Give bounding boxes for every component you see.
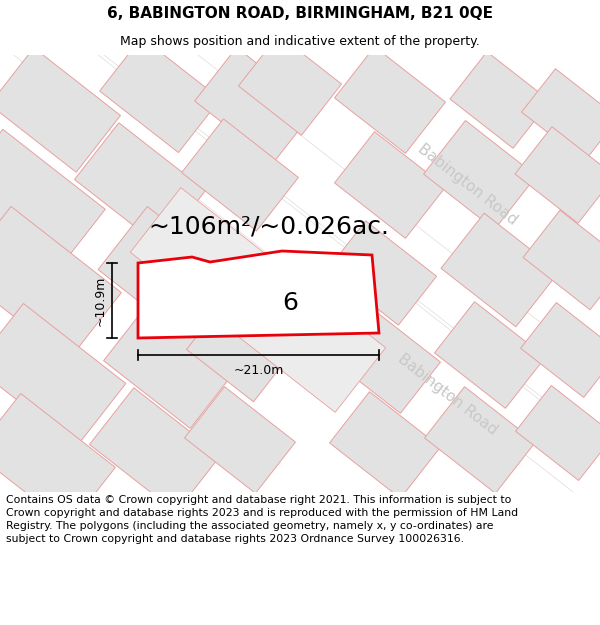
Text: Map shows position and indicative extent of the property.: Map shows position and indicative extent… [120,35,480,48]
Polygon shape [515,386,600,481]
Polygon shape [523,210,600,310]
Polygon shape [521,302,600,398]
Text: 6: 6 [282,291,298,315]
Polygon shape [329,307,440,413]
Polygon shape [328,221,437,325]
Polygon shape [515,127,600,223]
Text: Babington Road: Babington Road [395,352,500,438]
Polygon shape [521,69,600,161]
Polygon shape [0,206,121,359]
Polygon shape [98,206,242,344]
Polygon shape [424,121,536,229]
Polygon shape [450,52,550,148]
Polygon shape [441,213,559,327]
Text: ~106m²/~0.026ac.: ~106m²/~0.026ac. [148,215,389,239]
Polygon shape [0,48,121,172]
Polygon shape [0,129,105,271]
Text: Babington Road: Babington Road [415,142,521,228]
Text: ~21.0m: ~21.0m [233,364,284,378]
Polygon shape [194,48,316,162]
Polygon shape [130,188,386,412]
Polygon shape [97,4,600,542]
Polygon shape [74,122,206,248]
Polygon shape [335,47,445,153]
Polygon shape [4,6,600,540]
Polygon shape [329,392,440,498]
Polygon shape [182,119,298,231]
Polygon shape [0,394,115,526]
Polygon shape [425,387,535,493]
Polygon shape [104,302,236,428]
Polygon shape [335,132,445,238]
Polygon shape [187,298,293,402]
Polygon shape [185,387,295,493]
Text: 6, BABINGTON ROAD, BIRMINGHAM, B21 0QE: 6, BABINGTON ROAD, BIRMINGHAM, B21 0QE [107,6,493,21]
Text: Contains OS data © Crown copyright and database right 2021. This information is : Contains OS data © Crown copyright and d… [6,494,518,544]
Polygon shape [434,302,545,408]
Polygon shape [238,35,341,135]
Polygon shape [138,251,379,338]
Polygon shape [100,38,220,152]
Polygon shape [89,388,221,512]
Polygon shape [0,304,126,446]
Text: ~10.9m: ~10.9m [94,275,107,326]
